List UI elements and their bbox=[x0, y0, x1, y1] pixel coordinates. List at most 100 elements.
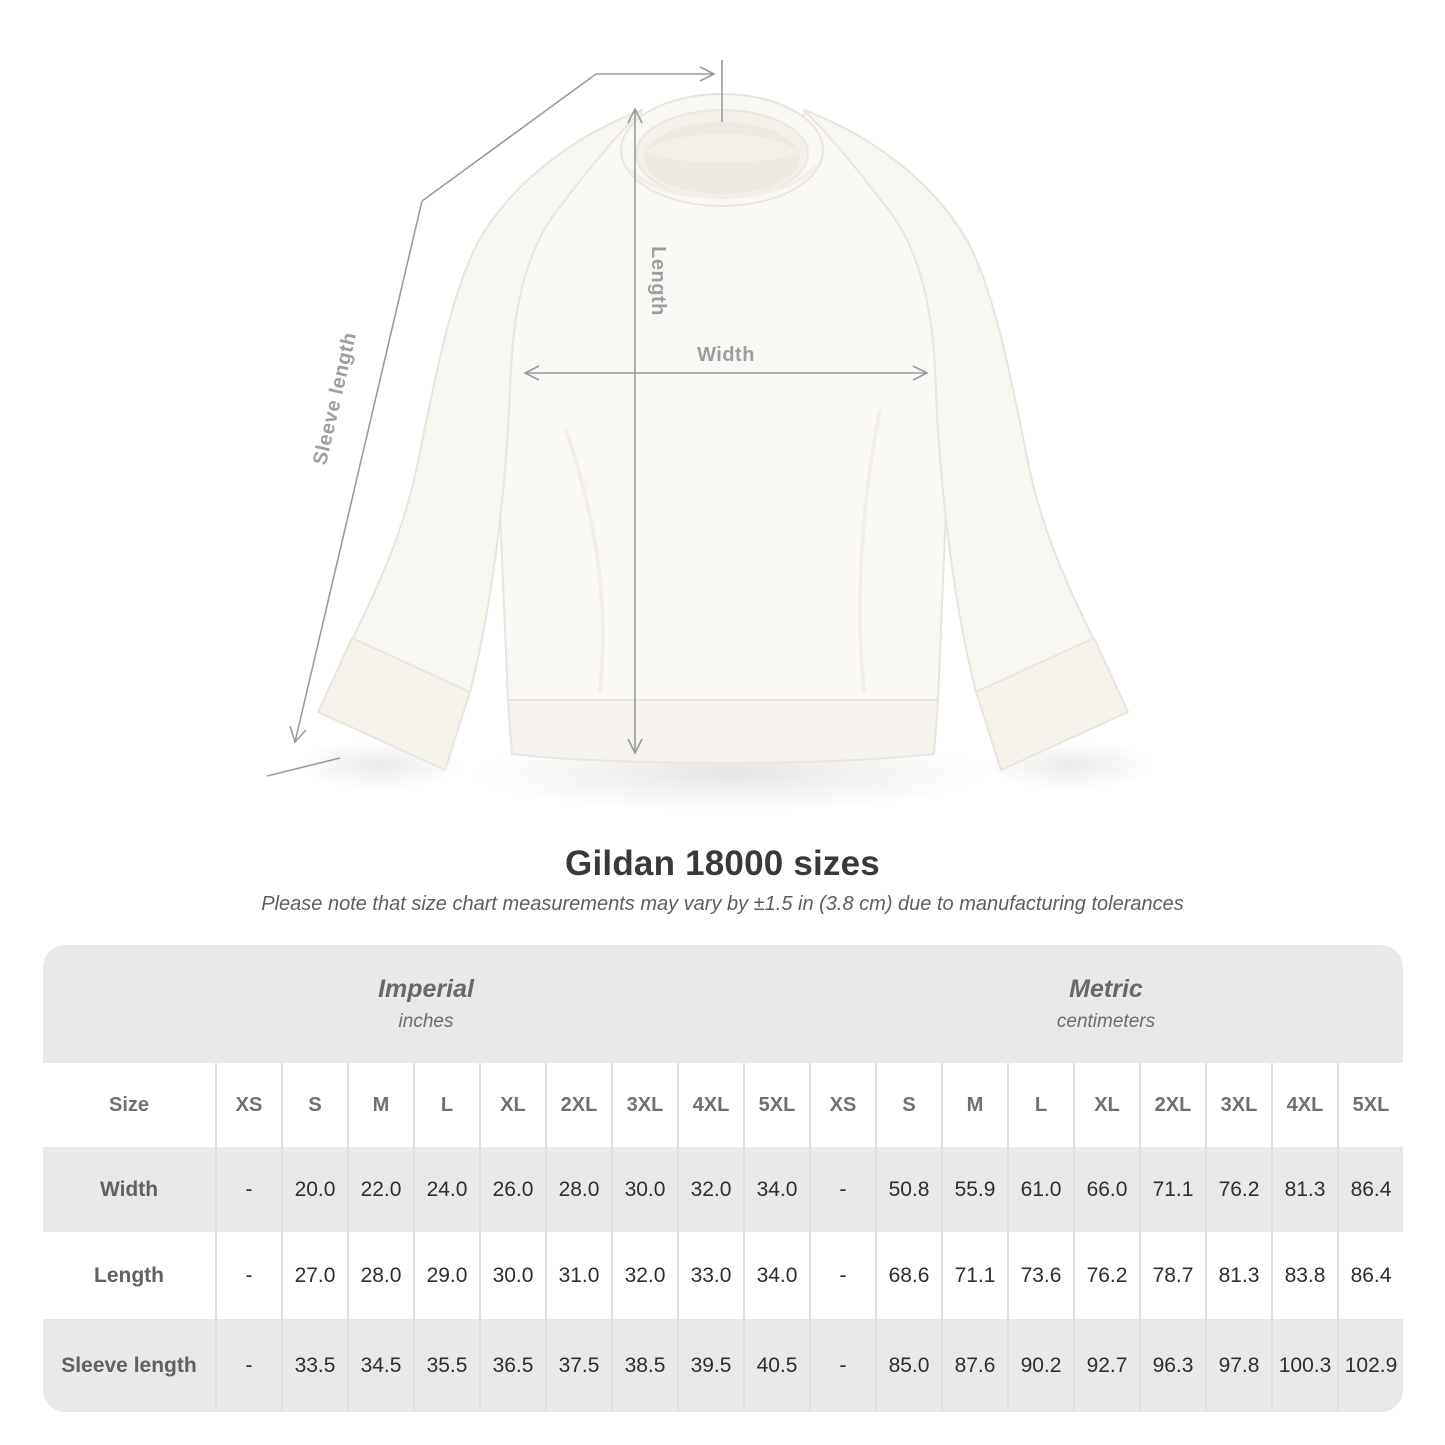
shoulder-arrowhead bbox=[699, 66, 716, 82]
size-table-grid: Imperial inches Metric centimeters Size XS S M L… bbox=[43, 945, 1403, 1412]
tolerance-note: Please note that size chart measurements… bbox=[261, 893, 1184, 915]
unit-group-unit: inches bbox=[398, 1011, 454, 1032]
measurement-cell: 96.3 bbox=[1139, 1319, 1205, 1412]
size-header-cell: L bbox=[1007, 1063, 1073, 1147]
size-header-cell: 2XL bbox=[1139, 1063, 1205, 1147]
measurement-cell: 34.0 bbox=[743, 1147, 809, 1232]
measurement-cell: 83.8 bbox=[1271, 1232, 1337, 1319]
sweatshirt-collar-inner-back bbox=[646, 134, 798, 163]
width-arrowhead-left bbox=[523, 365, 540, 381]
size-header-cell: S bbox=[281, 1063, 347, 1147]
measurement-cell: 102.9 bbox=[1337, 1319, 1403, 1412]
measurement-cell: 28.0 bbox=[347, 1232, 413, 1319]
measurement-cell: 32.0 bbox=[611, 1232, 677, 1319]
length-arrowhead-bottom bbox=[627, 738, 643, 755]
row-label: Width bbox=[43, 1147, 215, 1232]
measurement-cell: 61.0 bbox=[1007, 1147, 1073, 1232]
size-header-cell: 5XL bbox=[743, 1063, 809, 1147]
unit-group-imperial: Imperial inches bbox=[43, 945, 809, 1063]
left-cuff-shadow bbox=[260, 730, 500, 800]
measurement-cell: 32.0 bbox=[677, 1147, 743, 1232]
width-label: Width bbox=[697, 344, 755, 366]
measurement-cell: 92.7 bbox=[1073, 1319, 1139, 1412]
measurement-cell: 34.0 bbox=[743, 1232, 809, 1319]
size-header-cell: 2XL bbox=[545, 1063, 611, 1147]
fabric-fold-lines bbox=[564, 164, 882, 693]
measurement-cell: 29.0 bbox=[413, 1232, 479, 1319]
measurement-cell: 26.0 bbox=[479, 1147, 545, 1232]
measurement-cell: 71.1 bbox=[1139, 1147, 1205, 1232]
measurement-cell: - bbox=[215, 1232, 281, 1319]
measurement-cell: 71.1 bbox=[941, 1232, 1007, 1319]
sleeve-guide-diagonal bbox=[421, 73, 597, 202]
measurement-cell: 40.5 bbox=[743, 1319, 809, 1412]
unit-group-unit: centimeters bbox=[1056, 1011, 1156, 1032]
measurement-cell: 34.5 bbox=[347, 1319, 413, 1412]
measurement-cell: - bbox=[215, 1319, 281, 1412]
length-label: Length bbox=[647, 246, 669, 316]
size-column-header: Size bbox=[43, 1063, 215, 1147]
measurement-cell: 30.0 bbox=[479, 1232, 545, 1319]
size-table-card: Imperial inches Metric centimeters Size XS S M L… bbox=[43, 945, 1403, 1412]
measurement-cell: 37.5 bbox=[545, 1319, 611, 1412]
measurement-cell: 30.0 bbox=[611, 1147, 677, 1232]
measurement-cell: - bbox=[215, 1147, 281, 1232]
measurement-cell: 22.0 bbox=[347, 1147, 413, 1232]
measurement-cell: 90.2 bbox=[1007, 1319, 1073, 1412]
measurement-cell: 33.5 bbox=[281, 1319, 347, 1412]
size-header-cell: 5XL bbox=[1337, 1063, 1403, 1147]
sweatshirt-hem-band bbox=[507, 699, 939, 764]
sleeve-arrowhead bbox=[289, 725, 307, 744]
sweatshirt-right-cuff bbox=[975, 637, 1129, 771]
size-header-cell: 3XL bbox=[1205, 1063, 1271, 1147]
measurement-cell: 68.6 bbox=[875, 1232, 941, 1319]
unit-group-name: Imperial bbox=[378, 975, 474, 1003]
measurement-cell: 33.0 bbox=[677, 1232, 743, 1319]
measurement-cell: 100.3 bbox=[1271, 1319, 1337, 1412]
sleeve-length-label: Sleeve length bbox=[309, 330, 361, 467]
measurement-cell: 20.0 bbox=[281, 1147, 347, 1232]
size-header-cell: L bbox=[413, 1063, 479, 1147]
size-header-cell: S bbox=[875, 1063, 941, 1147]
size-header-cell: XS bbox=[215, 1063, 281, 1147]
measurement-cell: 50.8 bbox=[875, 1147, 941, 1232]
measurement-cell: - bbox=[809, 1232, 875, 1319]
measurement-cell: 24.0 bbox=[413, 1147, 479, 1232]
measurement-cell: 86.4 bbox=[1337, 1147, 1403, 1232]
measurement-cell: 87.6 bbox=[941, 1319, 1007, 1412]
measurement-cell: 27.0 bbox=[281, 1232, 347, 1319]
row-label: Length bbox=[43, 1232, 215, 1319]
size-header-cell: M bbox=[347, 1063, 413, 1147]
unit-group-name: Metric bbox=[1069, 975, 1143, 1003]
length-arrowhead-top bbox=[627, 107, 643, 124]
measurement-cell: 81.3 bbox=[1271, 1147, 1337, 1232]
page-title: Gildan 18000 sizes bbox=[565, 844, 880, 883]
sleeve-end-tick bbox=[266, 757, 341, 777]
size-header-cell: 4XL bbox=[1271, 1063, 1337, 1147]
sweatshirt-illustration bbox=[317, 93, 1129, 771]
measurement-cell: 78.7 bbox=[1139, 1232, 1205, 1319]
measurement-cell: 38.5 bbox=[611, 1319, 677, 1412]
measurement-cell: 28.0 bbox=[545, 1147, 611, 1232]
size-header-cell: 3XL bbox=[611, 1063, 677, 1147]
measurement-cell: - bbox=[809, 1319, 875, 1412]
size-header-cell: XL bbox=[479, 1063, 545, 1147]
measurement-cell: 31.0 bbox=[545, 1232, 611, 1319]
size-header-cell: XS bbox=[809, 1063, 875, 1147]
measurement-cell: 36.5 bbox=[479, 1319, 545, 1412]
measurement-cell: 76.2 bbox=[1205, 1147, 1271, 1232]
unit-group-metric: Metric centimeters bbox=[809, 945, 1403, 1063]
width-arrowhead-right bbox=[912, 365, 929, 381]
measurement-cell: 35.5 bbox=[413, 1319, 479, 1412]
sweatshirt-left-cuff bbox=[317, 637, 471, 771]
right-cuff-shadow bbox=[950, 730, 1190, 800]
row-label: Sleeve length bbox=[43, 1319, 215, 1412]
measurement-cell: 97.8 bbox=[1205, 1319, 1271, 1412]
sleeve-length-line bbox=[294, 200, 423, 743]
measurement-cell: 55.9 bbox=[941, 1147, 1007, 1232]
garment-measurement-diagram: Length Width Sleeve length bbox=[266, 60, 1129, 777]
measurement-cell: 76.2 bbox=[1073, 1232, 1139, 1319]
size-header-cell: XL bbox=[1073, 1063, 1139, 1147]
size-header-cell: M bbox=[941, 1063, 1007, 1147]
measurement-cell: 81.3 bbox=[1205, 1232, 1271, 1319]
